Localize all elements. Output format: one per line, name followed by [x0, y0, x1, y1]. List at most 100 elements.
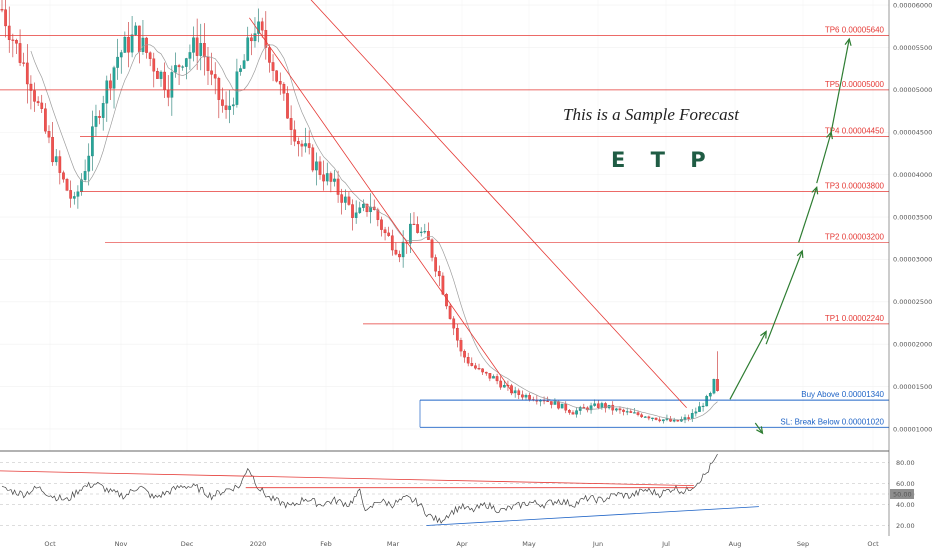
candle-body — [264, 30, 268, 48]
y-tick-label: 0.00002000 — [893, 340, 932, 348]
candle-body — [625, 411, 629, 413]
price-candles — [0, 0, 719, 424]
candle-body — [231, 104, 235, 107]
candle-body — [192, 37, 195, 53]
candle-body — [643, 416, 647, 418]
candle-body — [640, 414, 643, 418]
candle-body — [72, 196, 76, 199]
candle-body — [441, 275, 445, 295]
x-tick-label: Jun — [592, 540, 603, 548]
candle-body — [257, 21, 260, 34]
candle-body — [112, 67, 116, 89]
candle-body — [253, 33, 257, 42]
rsi-tick-label: 60.00 — [896, 480, 915, 488]
candle-body — [383, 229, 387, 234]
candle-body — [708, 392, 712, 397]
candle-body — [40, 102, 44, 109]
y-tick-label: 0.00004500 — [893, 129, 932, 137]
candle-body — [712, 379, 716, 394]
y-tick-label: 0.00001000 — [893, 425, 932, 433]
candle-body — [434, 257, 438, 272]
trendline — [310, 0, 687, 409]
candle-body — [502, 384, 506, 388]
candle-body — [94, 116, 98, 127]
candle-body — [293, 129, 297, 142]
candle-body — [184, 58, 188, 67]
y-tick-label: 0.00003500 — [893, 213, 932, 221]
candle-body — [495, 376, 499, 382]
rsi-trendline — [426, 506, 759, 526]
level-label: Buy Above 0.00001340 — [801, 390, 884, 399]
candle-body — [333, 178, 336, 182]
candle-body — [156, 71, 159, 79]
candle-body — [654, 417, 658, 420]
candle-body — [130, 34, 134, 53]
candle-body — [296, 141, 300, 145]
candle-body — [137, 25, 141, 52]
candle-body — [694, 411, 698, 414]
forecast-arrow — [798, 187, 818, 243]
candle-body — [687, 417, 690, 419]
candle-body — [76, 191, 80, 197]
candle-body — [15, 40, 18, 44]
forecast-arrowhead — [844, 37, 852, 46]
candle-body — [521, 394, 524, 398]
candle-body — [54, 156, 58, 163]
y-tick-label: 0.00006000 — [893, 1, 932, 9]
candle-body — [365, 203, 369, 213]
x-tick-label: Apr — [456, 540, 468, 548]
candle-body — [354, 212, 358, 218]
candle-body — [604, 403, 607, 409]
candle-body — [210, 70, 213, 75]
candle-body — [7, 25, 11, 41]
level-label: TP1 0.00002240 — [825, 314, 885, 323]
candle-body — [239, 68, 242, 72]
candle-body — [163, 71, 166, 90]
x-tick-label: Aug — [729, 540, 742, 548]
candle-body — [340, 194, 344, 203]
candle-body — [148, 52, 152, 59]
candle-body — [427, 231, 430, 240]
candle-body — [65, 179, 69, 191]
candle-body — [11, 39, 15, 41]
candle-body — [311, 147, 315, 171]
candle-body — [705, 396, 709, 407]
candle-body — [401, 241, 405, 258]
forecast-arrowhead — [811, 186, 819, 195]
candle-body — [528, 395, 531, 400]
rsi-tick-label: 40.00 — [896, 501, 915, 509]
candle-body — [470, 363, 474, 366]
candle-body — [611, 404, 615, 411]
candle-body — [477, 368, 481, 370]
candle-body — [499, 380, 503, 388]
candle-body — [58, 156, 62, 173]
candle-body — [492, 376, 495, 379]
rsi-trendline — [0, 470, 694, 486]
candle-body — [524, 395, 528, 398]
candle-body — [578, 407, 582, 411]
candle-body — [474, 365, 477, 369]
candle-body — [199, 43, 203, 56]
rsi-line — [1, 453, 718, 524]
rsi-tick-label: 80.00 — [896, 459, 915, 467]
candle-body — [409, 223, 412, 244]
candle-body — [69, 190, 73, 199]
candle-body — [589, 405, 593, 411]
candle-body — [51, 137, 54, 163]
symbol-label: E T P — [611, 148, 715, 172]
candle-body — [651, 417, 654, 419]
candle-body — [22, 62, 26, 64]
level-lines: TP6 0.00005640 TP5 0.00005000 TP4 0.000044… — [0, 26, 889, 428]
candle-body — [459, 340, 463, 352]
candle-body — [564, 403, 568, 411]
candle-body — [629, 411, 633, 413]
candle-body — [47, 131, 51, 138]
candle-body — [343, 196, 347, 203]
candle-body — [622, 409, 625, 412]
candle-body — [390, 235, 394, 251]
candle-body — [398, 253, 401, 258]
candle-body — [177, 65, 181, 68]
candle-body — [275, 70, 279, 82]
x-tick-label: Oct — [867, 540, 879, 548]
candle-body — [33, 90, 36, 102]
